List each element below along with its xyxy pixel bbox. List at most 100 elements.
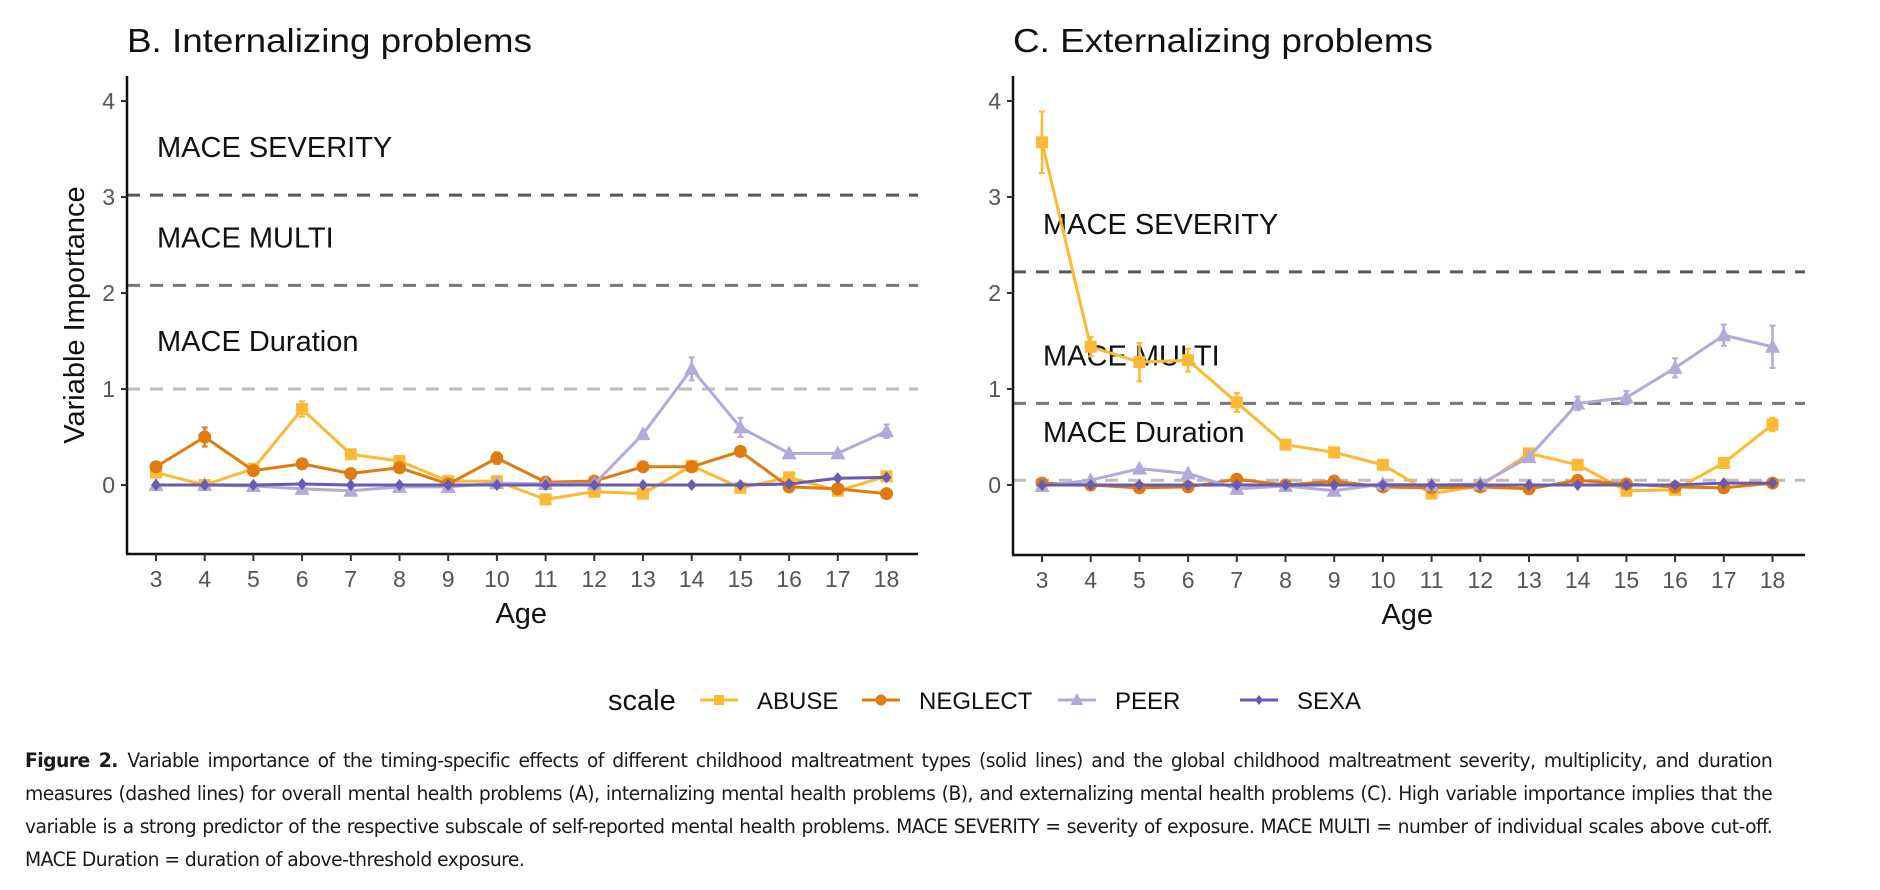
x-tick-label: 18 [1760, 567, 1786, 593]
x-tick-label: 14 [1565, 567, 1591, 593]
x-axis-label: Age [495, 598, 547, 630]
legend-label: SEXA [1297, 688, 1361, 715]
x-tick-label: 5 [1133, 567, 1146, 593]
data-point [686, 479, 697, 491]
series-line [156, 367, 888, 493]
x-tick-label: 14 [679, 566, 705, 592]
data-point [248, 479, 259, 491]
legend-marker [1070, 693, 1084, 705]
data-point [1376, 458, 1389, 471]
x-tick-label: 12 [1468, 567, 1494, 593]
figure-caption: Figure 2. Variable importance of the timi… [25, 744, 1773, 876]
data-point [732, 419, 748, 434]
x-tick-label: 7 [1230, 567, 1243, 593]
data-point [1618, 389, 1634, 404]
x-tick-label: 5 [247, 566, 260, 592]
data-point [443, 479, 454, 491]
data-point [394, 479, 405, 491]
data-point [344, 448, 357, 461]
data-point [490, 451, 504, 465]
y-axis-label: Variable Importance [59, 186, 91, 443]
data-point [1133, 356, 1146, 369]
data-point [1377, 479, 1388, 491]
y-tick-label: 4 [102, 88, 115, 114]
data-point [1717, 456, 1730, 469]
data-point [1036, 136, 1048, 149]
data-point [684, 360, 700, 375]
y-tick-label: 1 [102, 376, 115, 402]
y-tick-label: 4 [988, 88, 1001, 114]
data-point [345, 479, 356, 491]
series-abuse [150, 400, 893, 506]
caption-text: Variable importance of the timing-specif… [25, 749, 1773, 871]
legend-marker [1255, 695, 1263, 705]
reference-line-label: MACE MULTI [157, 222, 334, 254]
x-tick-label: 15 [728, 566, 754, 592]
data-point [296, 403, 309, 416]
caption-label: Figure 2. [25, 749, 118, 772]
x-tick-label: 17 [825, 566, 851, 592]
x-tick-label: 15 [1614, 567, 1640, 593]
data-point [1716, 327, 1732, 342]
data-point [199, 479, 210, 491]
data-point [880, 487, 893, 501]
data-point [1475, 479, 1486, 491]
legend-label: PEER [1115, 688, 1180, 715]
data-point [344, 466, 358, 480]
data-point [1765, 338, 1780, 353]
y-tick-label: 0 [988, 472, 1001, 498]
data-point [832, 472, 843, 485]
data-point [1134, 479, 1145, 491]
x-tick-label: 8 [393, 566, 406, 592]
x-tick-label: 10 [484, 566, 510, 592]
chart-title: C. Externalizing problems [1013, 22, 1433, 59]
data-point [1426, 479, 1437, 491]
data-point [1329, 479, 1340, 491]
data-point [1572, 479, 1583, 491]
reference-line-label: MACE SEVERITY [1043, 209, 1278, 241]
series-peer [148, 356, 894, 497]
data-point [1182, 354, 1195, 367]
data-point [1570, 395, 1586, 410]
x-axis-label: Age [1381, 599, 1433, 631]
reference-line-label: MACE SEVERITY [157, 132, 392, 164]
data-point [491, 479, 502, 491]
x-tick-label: 6 [296, 566, 309, 592]
series-sexa [151, 471, 892, 491]
series-line [156, 475, 887, 487]
data-point [1131, 460, 1147, 475]
x-tick-label: 13 [630, 566, 656, 592]
data-point [733, 444, 747, 458]
data-point [1766, 418, 1779, 431]
data-point [1279, 438, 1292, 451]
data-point [295, 457, 309, 471]
data-point [539, 493, 552, 506]
series-line [1040, 141, 1774, 496]
reference-line-label: MACE Duration [1043, 417, 1244, 449]
data-point [1180, 465, 1196, 480]
data-point [879, 423, 894, 438]
data-point [149, 460, 163, 474]
data-point [1571, 458, 1584, 471]
series-sexa [1037, 477, 1778, 491]
x-tick-label: 8 [1279, 567, 1292, 593]
y-tick-label: 2 [102, 280, 115, 306]
y-tick-label: 3 [102, 184, 115, 210]
data-point [1524, 479, 1534, 491]
data-point [589, 479, 600, 491]
x-tick-label: 11 [534, 566, 558, 592]
y-tick-label: 2 [988, 280, 1001, 306]
chart-title: B. Internalizing problems [127, 22, 532, 59]
data-point [1231, 479, 1242, 491]
data-point [635, 426, 651, 441]
data-point [781, 445, 797, 460]
data-point [881, 471, 892, 484]
data-point [1621, 479, 1632, 491]
x-tick-label: 12 [582, 566, 608, 592]
x-tick-label: 3 [150, 566, 163, 592]
x-tick-label: 11 [1420, 567, 1444, 593]
legend-item-neglect: NEGLECT [862, 688, 1033, 715]
series-line [155, 435, 887, 496]
series-line [1042, 481, 1773, 487]
x-tick-label: 18 [874, 566, 900, 592]
